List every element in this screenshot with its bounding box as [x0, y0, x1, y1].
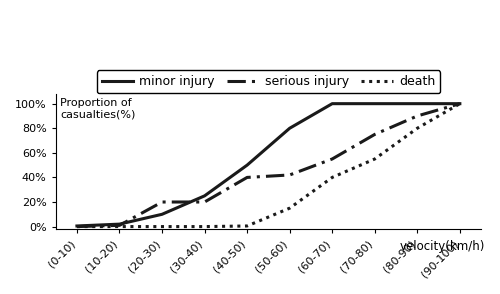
- Legend: minor injury, serious injury, death: minor injury, serious injury, death: [96, 70, 440, 93]
- Text: Proportion of
casualties(%): Proportion of casualties(%): [60, 98, 136, 119]
- Text: velocity(km/h): velocity(km/h): [400, 240, 486, 253]
